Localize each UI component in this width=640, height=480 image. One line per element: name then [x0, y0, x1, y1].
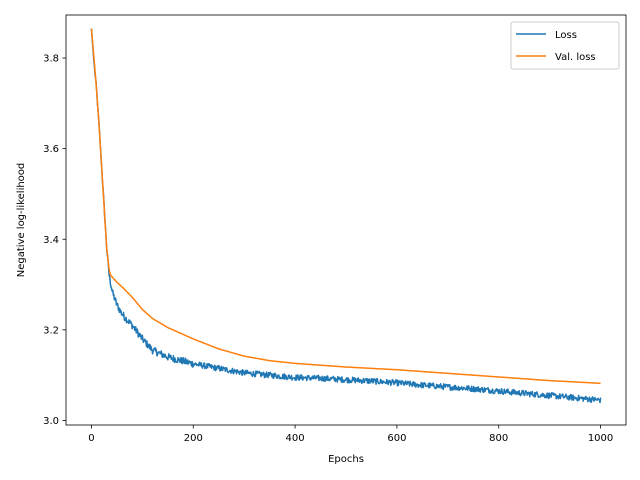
- y-tick-label: 3.0: [43, 416, 59, 427]
- series-line-val-loss: [90, 28, 601, 385]
- axes-layer: [65, 14, 627, 426]
- y-tick-label: 3.8: [43, 54, 59, 65]
- legend-label-loss: Loss: [555, 30, 577, 41]
- y-axis-ticks: 3.0 3.2 3.4 3.6 3.8: [43, 54, 66, 427]
- x-tick-label: 200: [184, 433, 203, 444]
- x-tick-label: 600: [387, 433, 406, 444]
- plot-frame: [65, 14, 627, 426]
- y-axis-label: Negative log-likelihood: [16, 163, 27, 278]
- legend: Loss Val. loss: [510, 21, 620, 70]
- x-tick-label: 1000: [588, 433, 613, 444]
- y-tick-label: 3.4: [43, 235, 59, 246]
- y-tick-label: 3.2: [43, 325, 59, 336]
- series-layer: [90, 28, 602, 404]
- legend-label-val-loss: Val. loss: [555, 52, 596, 63]
- plot-area: [66, 15, 626, 425]
- x-tick-label: 0: [88, 433, 94, 444]
- series-line-loss: [90, 28, 602, 404]
- x-tick-label: 800: [489, 433, 508, 444]
- x-tick-label: 400: [286, 433, 305, 444]
- x-axis-label: Epochs: [328, 454, 364, 465]
- y-tick-label: 3.6: [43, 144, 59, 155]
- x-axis-ticks: 0 200 400 600 800 1000: [88, 425, 613, 444]
